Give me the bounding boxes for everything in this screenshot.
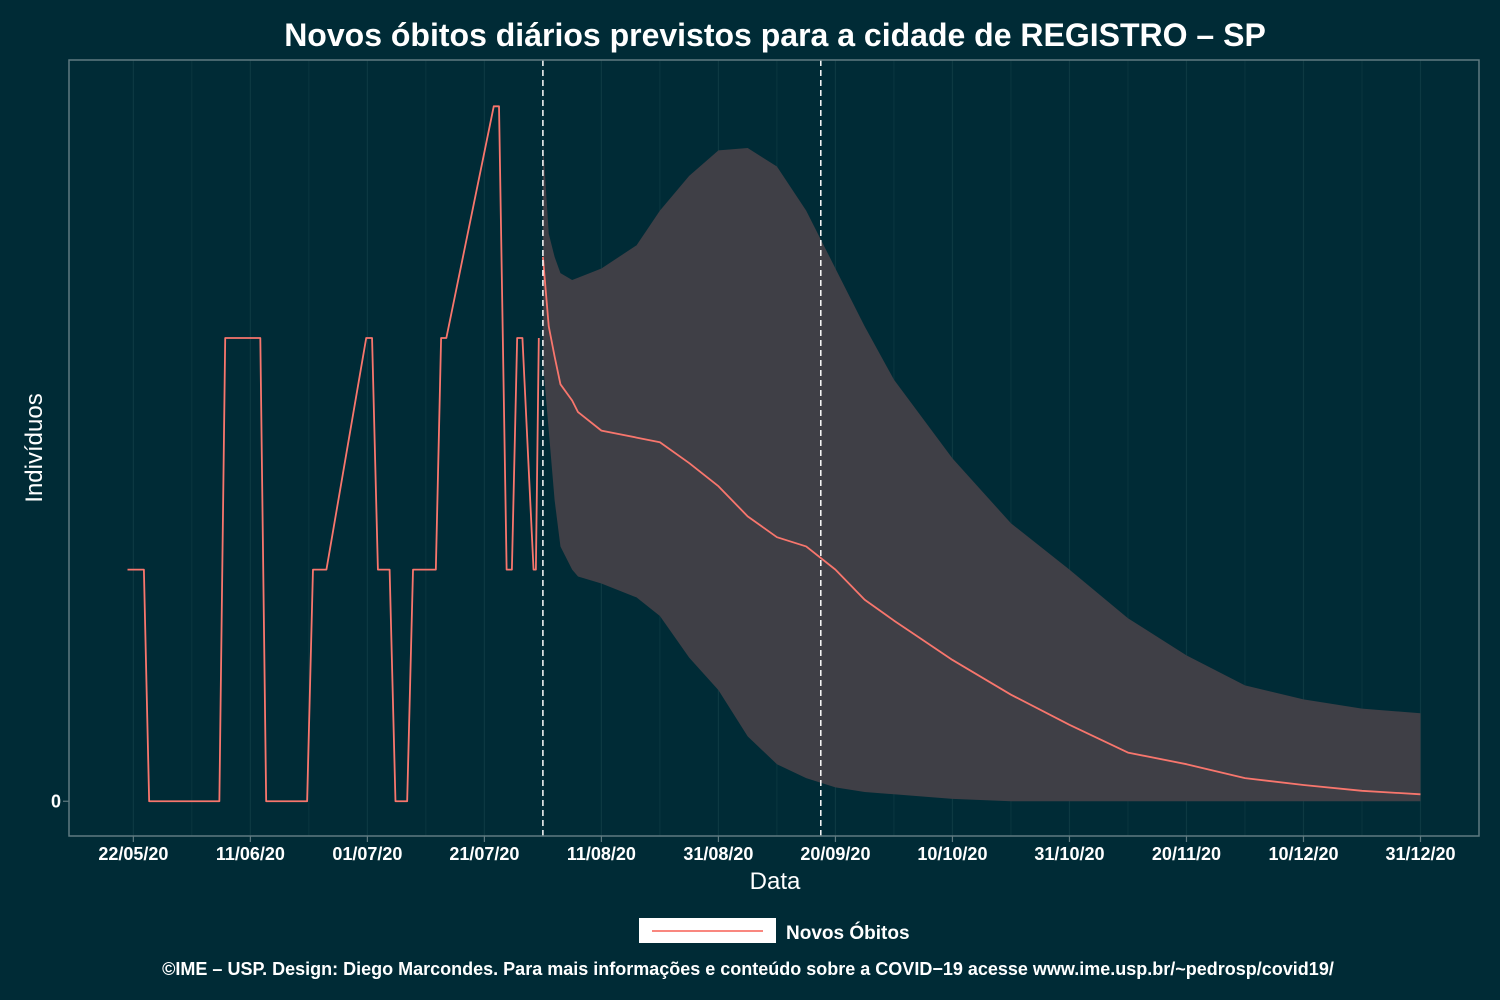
chart-title: Novos óbitos diários previstos para a ci… (284, 17, 1266, 53)
caption: ©IME – USP. Design: Diego Marcondes. Par… (162, 959, 1334, 979)
y-axis-title: Indivíduos (21, 393, 48, 502)
x-axis-title: Data (750, 868, 801, 895)
series-forecast-line (542, 256, 1421, 796)
x-tick-label: 10/10/20 (917, 844, 987, 864)
series-observed-line (127, 105, 540, 803)
legend-label: Novos Óbitos (786, 922, 910, 944)
x-tick-label: 11/06/20 (216, 844, 285, 864)
x-tick-label: 31/12/20 (1385, 844, 1455, 864)
x-tick-label: 21/07/20 (449, 844, 519, 864)
x-tick-label: 31/08/20 (683, 844, 753, 864)
x-tick-label: 20/11/20 (1152, 844, 1221, 864)
plot-border (68, 59, 1480, 837)
band-layer (542, 141, 1421, 802)
x-tick-label: 20/09/20 (800, 844, 870, 864)
line-layer (127, 105, 1421, 803)
forecast-band (542, 141, 1421, 802)
legend: Novos Óbitos (639, 918, 910, 944)
x-tick-label: 11/08/20 (567, 844, 636, 864)
x-tick-label: 10/12/20 (1268, 844, 1338, 864)
x-tick-label: 31/10/20 (1034, 844, 1104, 864)
x-tick-label: 22/05/20 (98, 844, 168, 864)
x-tick-label: 01/07/20 (332, 844, 402, 864)
axis-layer: 22/05/20 11/06/20 01/07/20 21/07/20 11/08/20… (51, 791, 1456, 864)
y-tick-label: 0 (51, 791, 61, 811)
